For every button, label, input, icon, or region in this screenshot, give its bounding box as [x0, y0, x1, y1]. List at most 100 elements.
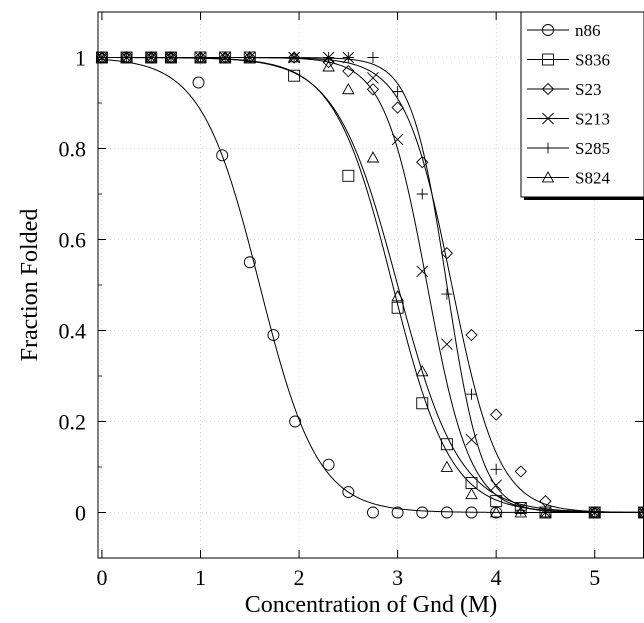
data-point-s824	[391, 289, 404, 302]
data-point-s23	[391, 101, 404, 114]
data-point-n86	[192, 76, 205, 89]
data-point-n86	[289, 415, 302, 428]
x-tick-label: 0	[96, 565, 107, 590]
y-tick-label: 0	[75, 501, 86, 526]
data-point-s285	[244, 52, 256, 63]
data-point-s285	[466, 388, 478, 400]
data-point-s285	[416, 188, 428, 200]
data-point-s836	[288, 69, 301, 82]
data-point-s824	[218, 51, 232, 63]
legend-label: S824	[575, 169, 610, 188]
data-point-s824	[465, 487, 478, 500]
x-tick-label: 5	[589, 565, 600, 590]
legend-label: S23	[575, 80, 601, 99]
data-point-s824	[322, 60, 335, 72]
data-point-s824	[164, 51, 178, 63]
data-point-s836	[342, 169, 355, 182]
data-point-s23	[440, 247, 454, 260]
data-point-s824	[144, 51, 158, 63]
data-point-s836	[391, 301, 404, 314]
data-point-s824	[120, 51, 133, 63]
data-points	[95, 51, 644, 519]
data-point-s213	[465, 433, 478, 446]
data-point-s285	[288, 52, 300, 63]
data-point-s824	[637, 506, 644, 518]
data-point-s824	[415, 365, 429, 377]
data-point-s23	[637, 506, 644, 519]
fit-curve-s285	[98, 57, 644, 513]
legend-label: S213	[575, 110, 610, 129]
x-tick-label: 4	[491, 565, 502, 590]
data-point-s824	[514, 506, 528, 518]
x-tick-label: 1	[195, 565, 206, 590]
data-point-s213	[638, 506, 644, 519]
legend-box	[520, 11, 644, 198]
data-point-s285	[589, 507, 601, 518]
series-s285	[96, 52, 644, 518]
data-point-s824	[95, 51, 109, 63]
legend: n86 S836 S23 S213 S285 S824	[520, 11, 644, 200]
y-tick-label: 0.6	[59, 228, 87, 253]
data-point-s213	[441, 338, 453, 350]
data-point-n86	[391, 506, 404, 519]
legend-marker-s213	[542, 112, 554, 125]
x-axis: 0 1 2 3 4 5	[96, 12, 600, 590]
x-tick-label: 3	[392, 565, 403, 590]
data-point-s23	[366, 83, 380, 96]
data-point-s824	[243, 51, 257, 63]
fit-curves	[97, 57, 644, 513]
data-point-s213	[391, 133, 404, 146]
legend-marker-s824	[541, 171, 555, 183]
data-point-n86	[243, 256, 256, 269]
data-point-n86	[465, 506, 478, 519]
data-point-s824	[287, 51, 301, 63]
data-point-s824	[588, 506, 601, 518]
data-point-s213	[367, 72, 379, 84]
fit-curve-s824	[98, 57, 644, 513]
legend-label: S285	[575, 139, 610, 158]
data-point-s23	[465, 328, 478, 342]
data-point-s824	[194, 51, 207, 63]
data-point-n86	[342, 486, 355, 498]
legend-label: S836	[575, 51, 610, 70]
data-point-s824	[440, 460, 454, 472]
data-point-n86	[367, 506, 379, 519]
data-point-s285	[219, 52, 231, 63]
legend-marker-s285	[542, 142, 554, 154]
data-point-s285	[490, 463, 502, 475]
y-tick-label: 0.4	[59, 319, 87, 344]
legend-marker-s836	[542, 53, 554, 66]
data-point-s285	[367, 52, 379, 63]
data-point-n86	[416, 506, 429, 519]
y-axis: 0 0.2 0.4 0.6 0.8 1	[59, 11, 643, 559]
data-point-s285	[539, 507, 551, 518]
data-point-s836	[440, 438, 453, 451]
data-point-n86	[440, 506, 453, 519]
data-point-s285	[145, 52, 157, 63]
data-point-s285	[121, 52, 133, 63]
data-point-n86	[322, 458, 335, 471]
data-point-n86	[267, 329, 280, 341]
data-point-s23	[490, 408, 503, 421]
data-point-s285	[441, 288, 453, 300]
y-tick-label: 0.2	[59, 410, 87, 435]
data-point-s23	[342, 65, 355, 78]
legend-label: n86	[575, 21, 601, 40]
y-axis-title: Fraction Folded	[17, 209, 43, 362]
data-point-s285	[638, 507, 644, 518]
legend-marker-n86	[542, 24, 554, 36]
data-point-s23	[322, 55, 335, 69]
data-point-s824	[342, 82, 355, 95]
data-point-s824	[366, 151, 380, 163]
data-point-s285	[342, 52, 354, 63]
legend-marker-s23	[541, 82, 555, 96]
x-axis-title: Concentration of Gnd (M)	[245, 592, 498, 618]
fit-curve-n86	[97, 58, 644, 513]
x-tick-label: 2	[294, 565, 305, 590]
data-point-s23	[416, 156, 429, 169]
data-point-s213	[490, 479, 502, 492]
data-point-n86	[216, 149, 229, 162]
series-s824	[95, 51, 644, 518]
data-point-s285	[194, 52, 206, 63]
